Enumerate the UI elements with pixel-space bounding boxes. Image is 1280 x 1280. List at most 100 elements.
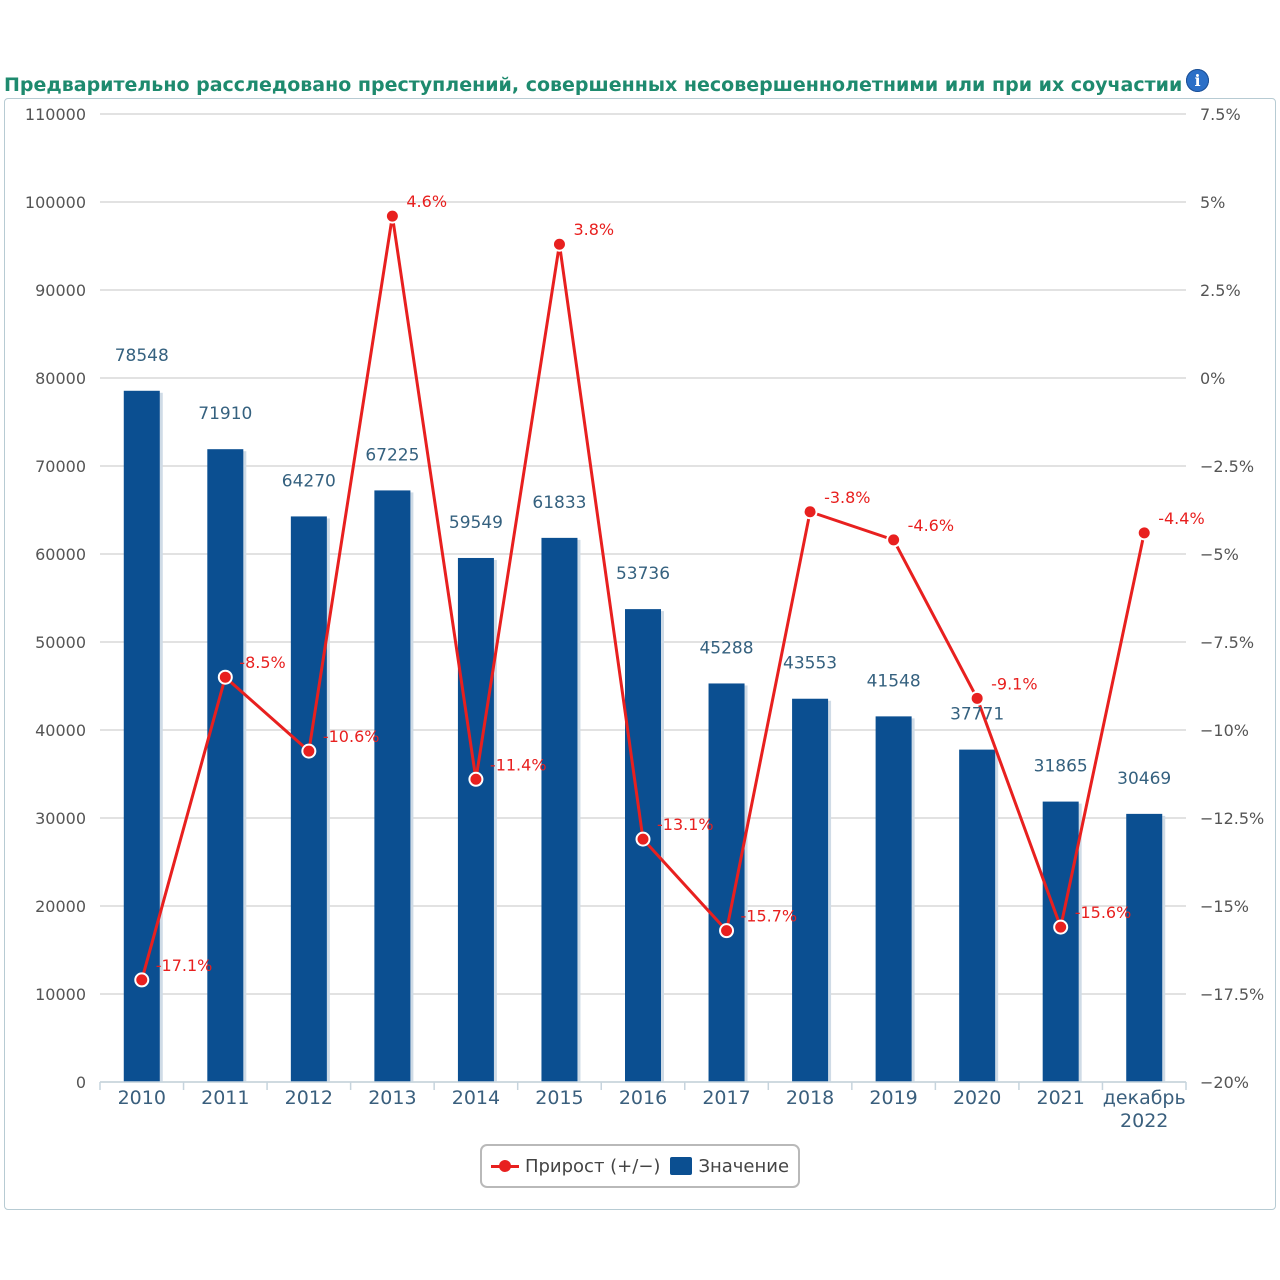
bar xyxy=(875,716,912,1082)
growth-data-label: -4.6% xyxy=(908,516,954,535)
x-tick-label: 2012 xyxy=(285,1087,333,1109)
axes-layer: 0 10000 20000 30000 40000 50000 60000 70000 8000… xyxy=(25,105,1264,1132)
legend-line-marker-icon xyxy=(490,1158,519,1174)
x-tick-label: декабрь xyxy=(1103,1087,1186,1109)
bar xyxy=(290,516,327,1082)
growth-data-label: -4.4% xyxy=(1158,509,1204,528)
bar-data-label: 45288 xyxy=(699,638,753,658)
bar xyxy=(207,449,244,1082)
bars-layer xyxy=(123,390,1166,1082)
bar xyxy=(457,557,494,1082)
bar xyxy=(123,390,160,1082)
y-left-tick-label: 20000 xyxy=(35,897,86,916)
x-tick-label: 2021 xyxy=(1037,1087,1085,1109)
bar xyxy=(708,683,745,1082)
growth-data-label: -17.1% xyxy=(156,956,213,975)
growth-data-label: -13.1% xyxy=(657,815,714,834)
x-tick-label: 2019 xyxy=(869,1087,917,1109)
y-left-tick-label: 50000 xyxy=(35,633,86,652)
bar-data-label: 78548 xyxy=(115,346,169,366)
bar xyxy=(1042,801,1079,1082)
bar-data-label: 41548 xyxy=(867,671,921,691)
x-tick-label: 2014 xyxy=(452,1087,500,1109)
growth-point xyxy=(719,923,735,939)
growth-data-label: -8.5% xyxy=(239,653,285,672)
growth-point xyxy=(301,743,317,759)
bar-data-label: 64270 xyxy=(282,471,336,491)
y-left-tick-label: 70000 xyxy=(35,457,86,476)
growth-data-label: -15.6% xyxy=(1075,903,1132,922)
bar xyxy=(1126,813,1163,1082)
bar-data-label: 71910 xyxy=(198,404,252,424)
y-left-tick-label: 60000 xyxy=(35,545,86,564)
y-right-tick-label: −12.5% xyxy=(1200,809,1264,828)
y-right-tick-label: −7.5% xyxy=(1200,633,1254,652)
y-right-tick-label: −2.5% xyxy=(1200,457,1254,476)
y-right-tick-label: 5% xyxy=(1200,193,1225,212)
bar-data-label: 67225 xyxy=(365,445,419,465)
growth-point xyxy=(468,771,484,787)
x-tick-label: 2015 xyxy=(535,1087,583,1109)
growth-data-label: 4.6% xyxy=(406,192,447,211)
legend-item-value[interactable]: Значение xyxy=(670,1156,789,1177)
x-tick-label: 2013 xyxy=(368,1087,416,1109)
y-right-tick-label: 2.5% xyxy=(1200,281,1241,300)
x-tick-label: 2022 xyxy=(1120,1110,1168,1132)
x-tick-label: 2011 xyxy=(201,1087,249,1109)
growth-point xyxy=(969,690,985,706)
legend-bar-swatch-icon xyxy=(670,1157,693,1175)
growth-point xyxy=(384,208,400,224)
y-right-tick-label: −5% xyxy=(1200,545,1239,564)
bar-data-label: 43553 xyxy=(783,654,837,674)
legend: Прирост (+/−) Значение xyxy=(480,1144,800,1188)
bar xyxy=(374,490,411,1082)
growth-data-label: -9.1% xyxy=(991,674,1037,693)
y-right-tick-label: 0% xyxy=(1200,369,1225,388)
growth-data-label: 3.8% xyxy=(573,220,614,239)
growth-point xyxy=(635,831,651,847)
growth-point xyxy=(217,669,233,685)
y-right-tick-label: −17.5% xyxy=(1200,985,1264,1004)
growth-data-label: -10.6% xyxy=(323,727,380,746)
bar-data-label: 31865 xyxy=(1034,757,1088,777)
bar xyxy=(792,698,829,1082)
y-right-tick-label: −15% xyxy=(1200,897,1249,916)
labels-layer: 78548 71910 64270 67225 59549 61833 53736 45288… xyxy=(115,192,1205,975)
growth-point xyxy=(802,504,818,520)
growth-point xyxy=(886,532,902,548)
y-left-tick-label: 0 xyxy=(76,1073,86,1092)
legend-label-value: Значение xyxy=(698,1155,790,1177)
y-right-tick-label: −20% xyxy=(1200,1073,1249,1092)
x-tick-label: 2020 xyxy=(953,1087,1001,1109)
y-left-tick-label: 10000 xyxy=(35,985,86,1004)
growth-point xyxy=(1053,919,1069,935)
info-icon[interactable]: i xyxy=(1186,69,1209,92)
y-left-tick-label: 90000 xyxy=(35,281,86,300)
legend-label-growth: Прирост (+/−) xyxy=(524,1155,661,1177)
legend-item-growth[interactable]: Прирост (+/−) xyxy=(490,1155,661,1177)
x-tick-label: 2016 xyxy=(619,1087,667,1109)
x-tick-label: 2010 xyxy=(118,1087,166,1109)
chart-title: Предварительно расследовано преступлений… xyxy=(4,74,1183,96)
bar-data-label: 30469 xyxy=(1117,769,1171,789)
bar xyxy=(959,749,996,1082)
growth-data-label: -11.4% xyxy=(490,755,547,774)
y-left-tick-label: 80000 xyxy=(35,369,86,388)
bar-data-label: 59549 xyxy=(449,513,503,533)
y-left-tick-label: 30000 xyxy=(35,809,86,828)
y-right-tick-label: 7.5% xyxy=(1200,105,1241,124)
y-left-tick-label: 100000 xyxy=(25,193,86,212)
bar-data-label: 61833 xyxy=(532,493,586,513)
growth-point xyxy=(134,972,150,988)
chart-frame xyxy=(4,98,1276,1210)
combo-chart: 78548 71910 64270 67225 59549 61833 53736 45288… xyxy=(25,105,1264,1132)
y-right-tick-label: −10% xyxy=(1200,721,1249,740)
x-tick-label: 2018 xyxy=(786,1087,834,1109)
bar-data-label: 53736 xyxy=(616,564,670,584)
x-tick-label: 2017 xyxy=(702,1087,750,1109)
line-layer xyxy=(134,208,1152,988)
bar-data-label: 37771 xyxy=(950,705,1004,725)
bar xyxy=(541,537,578,1082)
y-left-tick-label: 110000 xyxy=(25,105,86,124)
growth-point xyxy=(1136,525,1152,541)
